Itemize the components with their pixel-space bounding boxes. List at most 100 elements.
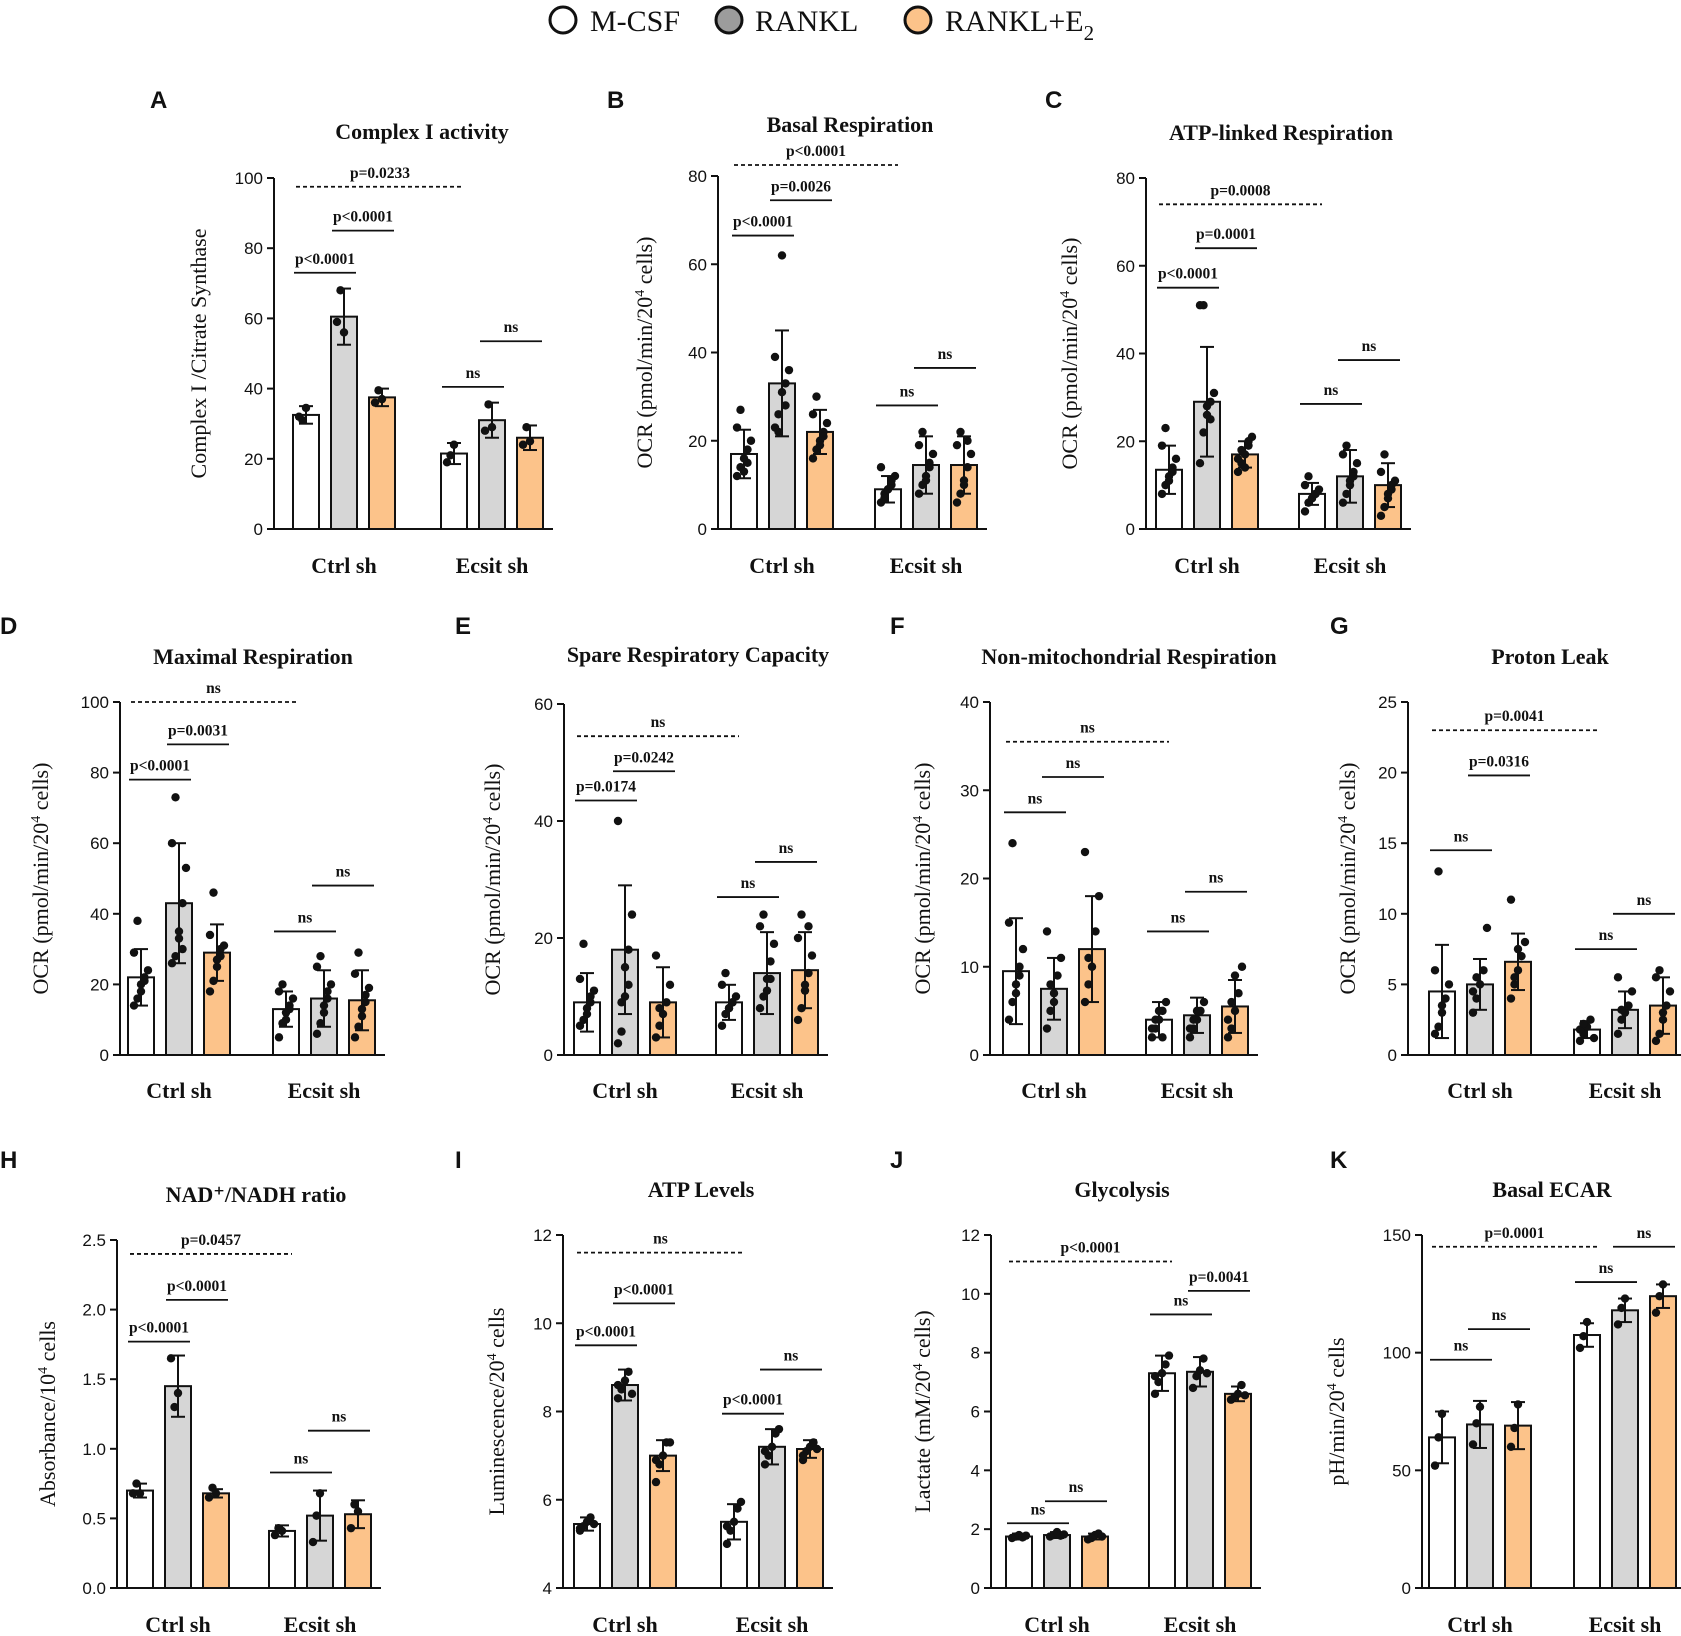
panel-C: C ATP-linked Respiration OCR (pmol/min/204… [1045,87,1411,578]
significance-label: ns [1209,870,1224,887]
data-point [1468,987,1478,996]
data-point [784,365,794,375]
panel-G: G Proton Leak OCR (pmol/min/204 cells) 0 5 10… [1330,613,1681,1103]
significance-label: p=0.0001 [1196,226,1256,243]
data-point [774,427,783,437]
data-point [781,379,790,388]
data-point [315,1489,325,1498]
panel-title: Glycolysis [1074,1177,1170,1202]
panel-title: Spare Respiratory Capacity [567,642,829,667]
data-point [1311,489,1320,499]
significance-label: p<0.0001 [723,1392,783,1409]
y-tick-label: 80 [90,764,109,783]
data-point [1468,1008,1478,1017]
data-point [323,987,332,996]
data-point [1223,1015,1233,1024]
y-tick-label: 8 [543,1403,552,1422]
data-point [804,922,813,931]
data-point [1004,918,1014,927]
data-point [1097,1532,1107,1541]
data-point [665,980,675,989]
data-point [963,436,972,445]
data-point [1655,1029,1664,1039]
data-point [171,793,180,802]
data-point [721,968,730,978]
data-point [1613,973,1623,982]
data-point [624,945,633,954]
data-point [809,1438,818,1447]
data-point [722,1539,732,1549]
significance-label: p<0.0001 [333,209,393,226]
data-point [1513,944,1523,954]
data-point [1513,1400,1523,1409]
bar-RANKL-Ctrl sh [1466,1423,1494,1590]
data-point [354,948,363,957]
x-group-label: Ecsit sh [284,1612,357,1636]
data-point [613,1394,623,1403]
significance-label: ns [651,714,666,731]
data-point [1479,966,1488,975]
panel-A: A Complex I activity Complex I /Citrate Sy… [150,87,553,578]
data-point [1482,923,1492,933]
panel-I: I ATP Levels Luminescence/204 cells 4 6 8 10 12… [455,1147,833,1636]
data-point [316,951,325,961]
data-point [729,1517,739,1527]
data-point [1188,1383,1198,1393]
data-point [952,440,962,450]
data-point [1338,450,1348,459]
significance-label: ns [1637,1225,1652,1242]
data-point [925,463,934,472]
data-point [1237,962,1247,971]
data-point [140,976,149,986]
data-point [181,863,191,873]
significance-label: ns [1171,909,1186,926]
data-point [1380,450,1389,459]
data-point [1520,937,1530,947]
data-point [1015,962,1024,971]
data-point [736,1497,746,1507]
y-tick-label: 0 [544,1046,553,1065]
y-tick-label: 15 [1378,834,1397,853]
data-point [777,251,787,260]
y-tick-label: 40 [90,905,109,924]
data-point [205,987,215,996]
data-point [354,1022,363,1031]
data-point [212,955,222,964]
data-point [613,1380,623,1390]
data-point [1658,1015,1668,1024]
data-point [350,1500,359,1509]
panel-letter: A [150,87,167,114]
data-point [1157,441,1167,450]
data-point [651,1455,661,1465]
x-group-label: Ctrl sh [1024,1612,1089,1636]
data-point [1171,454,1181,463]
y-tick-label: 6 [543,1491,552,1510]
data-point [807,951,817,960]
data-point [1199,1354,1208,1363]
data-point [1011,980,1021,989]
data-point [1430,966,1440,975]
data-point [174,927,184,936]
y-tick-label: 12 [961,1226,980,1245]
data-point [1164,1351,1174,1360]
data-point [624,1367,633,1376]
data-point [1575,1343,1585,1353]
data-point [1042,927,1052,936]
data-point [800,986,810,995]
x-group-label: Ecsit sh [736,1612,809,1636]
panel-letter: D [0,613,17,640]
data-point [339,328,349,337]
data-point [129,1001,139,1010]
data-point [350,1033,360,1042]
data-point [288,994,298,1003]
significance-label: p=0.0316 [1469,753,1529,770]
data-point [357,1004,367,1014]
x-group-label: Ctrl sh [1174,553,1239,578]
panel-letter: G [1330,613,1349,640]
y-tick-label: 80 [688,167,707,186]
data-point [1202,1369,1212,1378]
data-point [332,317,342,327]
y-tick-label: 40 [1116,345,1135,364]
data-point [627,910,637,919]
data-point [1161,423,1170,433]
